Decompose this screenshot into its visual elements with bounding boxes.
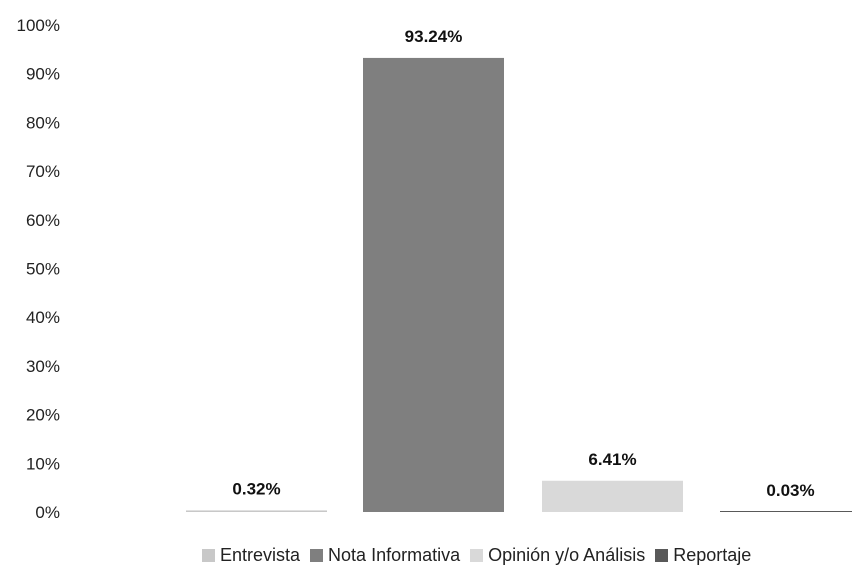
data-label-entrevista: 0.32%	[232, 479, 280, 498]
y-tick-label: 80%	[26, 113, 60, 132]
legend-swatch-reportaje	[655, 548, 669, 562]
legend-label-nota-informativa: Nota Informativa	[328, 544, 461, 565]
legend-item-reportaje: Reportaje	[655, 545, 751, 566]
data-label-reportaje: 0.03%	[766, 481, 814, 500]
legend: Entrevista Nota Informativa Opinión y/o …	[0, 542, 852, 568]
y-tick-label: 50%	[26, 260, 60, 279]
legend-swatch-entrevista	[202, 548, 215, 562]
legend-item-nota-informativa: Nota Informativa	[310, 545, 460, 566]
y-tick-label: 0%	[35, 503, 60, 522]
y-tick-label: 20%	[26, 406, 60, 425]
y-tick-label: 40%	[26, 308, 60, 327]
y-tick-label: 10%	[26, 454, 60, 473]
bar-reportaje	[720, 511, 852, 512]
data-labels: 0.32% 93.24% 6.41% 0.03%	[232, 27, 814, 500]
legend-label-opinion-analisis: Opinión y/o Análisis	[488, 544, 646, 565]
y-tick-label: 90%	[26, 65, 60, 84]
legend-item-entrevista: Entrevista	[202, 545, 300, 566]
bar-chart: 0% 10% 20% 30% 40% 50% 60% 70% 80% 90% 100% 0.32% 9…	[17, 16, 852, 522]
y-axis: 0% 10% 20% 30% 40% 50% 60% 70% 80% 90% 100%	[17, 16, 60, 522]
y-tick-label: 30%	[26, 357, 60, 376]
y-tick-label: 60%	[26, 211, 60, 230]
bar-opinion-analisis	[542, 480, 683, 512]
data-label-nota-informativa: 93.24%	[405, 27, 463, 46]
y-tick-label: 100%	[17, 16, 60, 35]
bar-nota-informativa	[363, 57, 504, 512]
data-label-opinion-analisis: 6.41%	[588, 450, 636, 469]
legend-item-opinion-analisis: Opinión y/o Análisis	[470, 545, 645, 566]
bar-entrevista	[186, 510, 327, 512]
legend-label-reportaje: Reportaje	[673, 544, 752, 565]
bars	[186, 57, 852, 512]
y-tick-label: 70%	[26, 162, 60, 181]
legend-label-entrevista: Entrevista	[220, 544, 301, 565]
legend-swatch-opinion-analisis	[470, 548, 484, 562]
legend-swatch-nota-informativa	[310, 548, 324, 562]
